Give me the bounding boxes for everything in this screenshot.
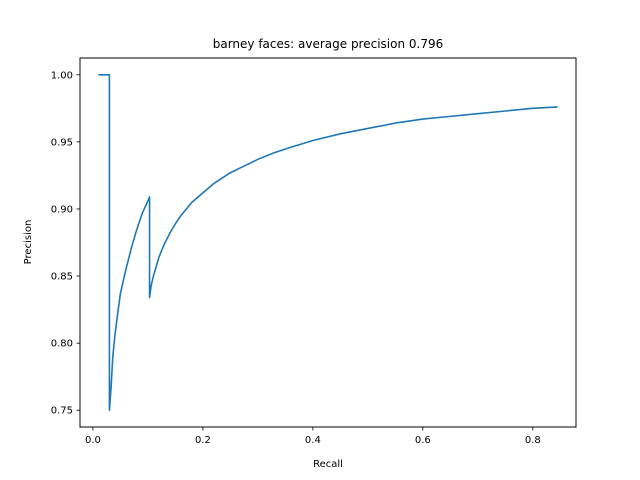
x-tick-label: 0.8 xyxy=(525,435,541,446)
x-axis-label: Recall xyxy=(313,459,343,470)
plot-area xyxy=(98,73,558,412)
chart-title: barney faces: average precision 0.796 xyxy=(213,37,444,51)
y-tick-label: 0.80 xyxy=(51,339,73,350)
x-tick-label: 0.6 xyxy=(415,435,431,446)
series-line-0 xyxy=(98,73,558,412)
x-tick-label: 0.2 xyxy=(195,435,211,446)
x-tick-label: 0.0 xyxy=(85,435,101,446)
y-tick-label: 0.90 xyxy=(51,204,73,215)
axes-frame xyxy=(79,57,577,428)
y-axis: 0.75 0.80 0.85 0.90 0.95 1.00 xyxy=(51,70,80,417)
y-axis-label: Precision xyxy=(23,220,34,265)
y-tick-label: 0.95 xyxy=(51,137,73,148)
x-axis: 0.0 0.2 0.4 0.6 0.8 xyxy=(85,427,541,446)
y-tick-label: 0.85 xyxy=(51,272,73,283)
y-tick-label: 0.75 xyxy=(51,406,73,417)
y-tick-label: 1.00 xyxy=(51,70,73,81)
x-tick-label: 0.4 xyxy=(305,435,321,446)
